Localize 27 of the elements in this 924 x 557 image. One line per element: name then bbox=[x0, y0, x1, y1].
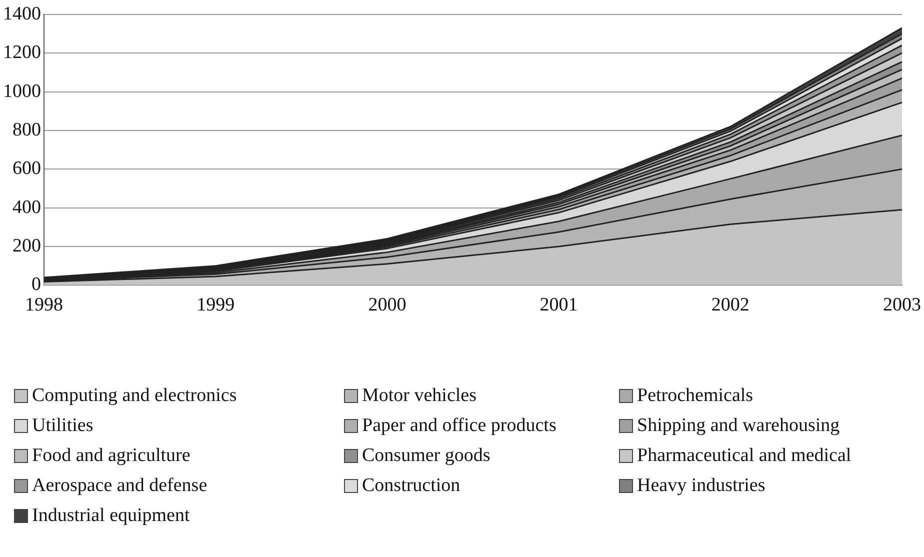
legend-label: Food and agriculture bbox=[32, 445, 190, 467]
x-tick-label: 2001 bbox=[540, 294, 578, 316]
y-tick-label: 200 bbox=[12, 236, 41, 256]
x-tick-label: 1999 bbox=[196, 294, 235, 316]
legend-label: Construction bbox=[362, 475, 460, 497]
legend-label: Shipping and warehousing bbox=[637, 415, 840, 437]
legend-label: Heavy industries bbox=[637, 475, 766, 497]
x-tick-label: 1998 bbox=[25, 294, 63, 316]
legend-label: Industrial equipment bbox=[32, 505, 190, 527]
legend-label: Utilities bbox=[32, 415, 94, 437]
legend-label: Motor vehicles bbox=[362, 385, 477, 407]
x-tick-label: 2002 bbox=[711, 294, 750, 316]
legend-label: Consumer goods bbox=[362, 445, 490, 467]
y-tick-label: 600 bbox=[12, 158, 41, 180]
y-tick-label: 800 bbox=[12, 119, 41, 140]
y-tick-label: 1000 bbox=[3, 80, 41, 102]
legend-label: Aerospace and defense bbox=[32, 475, 208, 497]
y-tick-label: 400 bbox=[12, 196, 41, 218]
legend-label: Computing and electronics bbox=[32, 385, 237, 407]
legend-label: Petrochemicals bbox=[637, 385, 754, 407]
x-tick-label: 2003 bbox=[883, 294, 921, 316]
y-tick-label: 1200 bbox=[3, 42, 41, 64]
x-tick-label: 2000 bbox=[368, 294, 406, 316]
legend-label: Pharmaceutical and medical bbox=[637, 445, 852, 467]
legend-label: Paper and office products bbox=[362, 415, 556, 437]
y-tick-label: 0 bbox=[32, 274, 41, 296]
y-tick-label: 1400 bbox=[3, 3, 41, 24]
